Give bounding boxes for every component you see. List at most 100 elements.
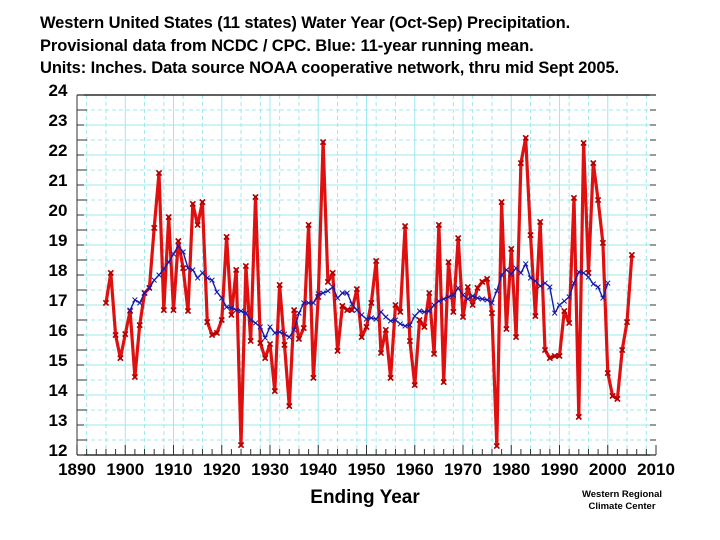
- marker-stroke: [373, 316, 379, 322]
- x-axis-ticks: 1890 1900 1910 1920 1930 1940 1950 1960 1970 1980…: [58, 460, 675, 479]
- running-mean-point: [233, 307, 239, 313]
- running-mean-point: [556, 302, 563, 308]
- marker-stroke: [276, 281, 283, 289]
- marker-stroke: [349, 301, 355, 307]
- marker-stroke: [209, 277, 215, 283]
- marker-stroke: [585, 269, 592, 277]
- marker-stroke: [131, 373, 139, 381]
- y-tick-label: 16: [49, 321, 68, 340]
- annual-precip-point: [392, 301, 399, 309]
- marker-stroke: [503, 325, 510, 333]
- annual-precip-point: [619, 346, 626, 354]
- annual-precip-point: [194, 221, 201, 229]
- running-mean-point: [238, 308, 244, 314]
- running-mean-point: [334, 295, 341, 301]
- annual-precip-point: [464, 283, 471, 291]
- running-mean-point: [136, 300, 143, 306]
- axes: [76, 94, 657, 456]
- marker-stroke: [194, 221, 201, 229]
- marker-stroke: [498, 272, 505, 278]
- marker-stroke: [459, 313, 467, 321]
- annual-precip-point: [102, 299, 110, 307]
- marker-stroke: [339, 290, 346, 296]
- y-tick-label: 12: [49, 441, 68, 460]
- running-mean-point: [513, 265, 519, 271]
- annual-precip-point: [276, 281, 283, 289]
- annual-precip-point: [575, 413, 582, 421]
- annual-precip-point: [474, 284, 481, 292]
- marker-stroke: [161, 266, 167, 272]
- marker-stroke: [242, 262, 250, 270]
- credit-line-2: Climate Center: [588, 501, 656, 512]
- marker-stroke: [387, 318, 394, 324]
- annual-precip-point: [247, 337, 254, 345]
- running-mean-series: [127, 243, 611, 341]
- running-mean-point: [315, 291, 322, 297]
- running-mean-point: [465, 296, 471, 302]
- y-tick-label: 15: [49, 351, 68, 370]
- marker-stroke: [368, 315, 375, 321]
- annual-precip-point: [570, 194, 578, 202]
- running-mean-point: [228, 305, 235, 311]
- running-mean-point: [566, 294, 572, 300]
- annual-precip-point: [310, 374, 317, 382]
- running-mean-point: [469, 293, 476, 299]
- running-mean-point: [257, 324, 264, 330]
- running-mean-point: [127, 307, 133, 313]
- marker-stroke: [329, 284, 336, 290]
- running-mean-point: [204, 275, 211, 281]
- running-mean-point: [151, 277, 157, 283]
- credit-line-1: Western Regional: [581, 489, 663, 500]
- running-mean-point: [498, 272, 505, 278]
- x-tick-label: 1910: [155, 460, 193, 479]
- running-mean-point: [252, 320, 259, 326]
- marker-stroke: [320, 290, 326, 296]
- y-tick-label: 19: [49, 231, 68, 250]
- running-mean-point: [416, 308, 423, 314]
- annual-precip-point: [324, 278, 332, 286]
- running-mean-point: [421, 309, 428, 315]
- running-mean-point: [518, 270, 524, 276]
- annual-precip-point: [623, 318, 631, 326]
- annual-precip-point: [136, 321, 143, 329]
- running-mean-point: [320, 290, 326, 296]
- running-mean-point: [527, 275, 534, 281]
- annual-precip-point: [155, 169, 163, 177]
- annual-precip-point: [522, 134, 529, 142]
- annual-precip-point: [614, 395, 621, 403]
- running-mean-point: [445, 294, 452, 300]
- marker-stroke: [527, 231, 534, 239]
- marker-stroke: [305, 300, 312, 306]
- marker-stroke: [199, 198, 206, 206]
- running-mean-point: [604, 280, 611, 286]
- annual-precip-point: [300, 324, 307, 332]
- annual-precip-point: [580, 139, 587, 147]
- running-mean-point: [383, 314, 389, 320]
- marker-stroke: [383, 314, 389, 320]
- marker-stroke: [334, 347, 341, 355]
- annual-precip-point: [594, 196, 602, 204]
- annual-precip-point: [565, 319, 573, 327]
- marker-stroke: [426, 289, 433, 297]
- marker-stroke: [267, 324, 273, 330]
- marker-stroke: [604, 280, 611, 286]
- running-mean-point: [547, 284, 553, 290]
- marker-stroke: [479, 278, 486, 286]
- marker-stroke: [160, 306, 168, 314]
- marker-stroke: [556, 352, 563, 360]
- annual-precip-point: [160, 306, 168, 314]
- marker-stroke: [266, 340, 274, 348]
- marker-stroke: [262, 354, 269, 362]
- running-mean-point: [503, 267, 510, 273]
- marker-stroke: [576, 269, 582, 275]
- marker-stroke: [243, 310, 249, 316]
- marker-stroke: [281, 331, 288, 337]
- annual-precip-point: [483, 275, 491, 283]
- x-tick-label: 1970: [444, 460, 482, 479]
- marker-stroke: [189, 200, 196, 208]
- marker-stroke: [392, 317, 399, 323]
- marker-stroke: [141, 290, 148, 296]
- running-mean-point: [494, 288, 500, 294]
- marker-stroke: [455, 234, 462, 242]
- annual-precip-point: [599, 239, 607, 247]
